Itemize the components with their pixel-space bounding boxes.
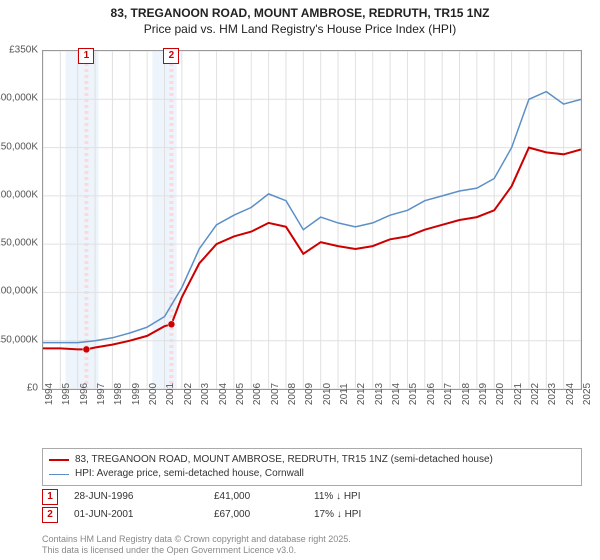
chart-title-line2: Price paid vs. HM Land Registry's House …	[0, 22, 600, 40]
y-tick-label: £250,000K	[0, 141, 38, 152]
x-tick-label: 2012	[356, 383, 367, 405]
plot-region	[42, 50, 582, 390]
annotations-table: 1 28-JUN-1996£41,00011% ↓ HPI 2 01-JUN-2001…	[42, 488, 582, 524]
x-tick-label: 2004	[218, 383, 229, 405]
legend-swatch	[49, 459, 69, 461]
annotation-marker: 2	[42, 507, 58, 523]
y-tick-label: £50,000K	[0, 334, 38, 345]
footer-line2: This data is licensed under the Open Gov…	[42, 545, 351, 556]
x-tick-label: 2017	[443, 383, 454, 405]
legend-label: 83, TREGANOON ROAD, MOUNT AMBROSE, REDRU…	[75, 453, 493, 467]
annotation-diff: 11% ↓ HPI	[314, 488, 361, 506]
x-tick-label: 2005	[235, 383, 246, 405]
annotation-price: £41,000	[214, 488, 314, 506]
x-tick-label: 2013	[374, 383, 385, 405]
footer: Contains HM Land Registry data © Crown c…	[42, 534, 351, 556]
x-tick-label: 2015	[408, 383, 419, 405]
annotation-marker: 1	[42, 489, 58, 505]
annotation-price: £67,000	[214, 506, 314, 524]
legend-row: HPI: Average price, semi-detached house,…	[49, 467, 575, 481]
x-tick-label: 1996	[79, 383, 90, 405]
x-tick-label: 2020	[495, 383, 506, 405]
x-tick-label: 2022	[530, 383, 541, 405]
x-tick-label: 2008	[287, 383, 298, 405]
x-tick-label: 2021	[513, 383, 524, 405]
x-tick-label: 2016	[426, 383, 437, 405]
x-tick-label: 2023	[547, 383, 558, 405]
x-tick-label: 1998	[113, 383, 124, 405]
x-tick-label: 2019	[478, 383, 489, 405]
legend-row: 83, TREGANOON ROAD, MOUNT AMBROSE, REDRU…	[49, 453, 575, 467]
chart-container: 83, TREGANOON ROAD, MOUNT AMBROSE, REDRU…	[0, 0, 600, 560]
x-tick-label: 1997	[96, 383, 107, 405]
annotation-row: 2 01-JUN-2001£67,00017% ↓ HPI	[42, 506, 582, 524]
x-tick-label: 2000	[148, 383, 159, 405]
x-tick-label: 2018	[461, 383, 472, 405]
y-tick-label: £350K	[9, 45, 38, 56]
x-tick-label: 2009	[304, 383, 315, 405]
x-tick-label: 2010	[322, 383, 333, 405]
x-tick-label: 1994	[44, 383, 55, 405]
x-tick-label: 2006	[252, 383, 263, 405]
y-tick-label: £150,000K	[0, 238, 38, 249]
x-tick-label: 2003	[200, 383, 211, 405]
annotation-date: 01-JUN-2001	[74, 506, 214, 524]
x-tick-label: 2024	[565, 383, 576, 405]
x-tick-label: 2007	[270, 383, 281, 405]
callout-marker: 2	[163, 48, 179, 64]
x-tick-label: 2002	[183, 383, 194, 405]
y-tick-label: £100,000K	[0, 286, 38, 297]
chart-area: £0£50,000K£100,000K£150,000K£200,000K£25…	[42, 50, 582, 410]
y-tick-label: £200,000K	[0, 189, 38, 200]
y-tick-label: £300,000K	[0, 93, 38, 104]
chart-title-line1: 83, TREGANOON ROAD, MOUNT AMBROSE, REDRU…	[0, 0, 600, 22]
x-tick-label: 1995	[61, 383, 72, 405]
callout-marker: 1	[78, 48, 94, 64]
x-tick-label: 1999	[131, 383, 142, 405]
x-tick-label: 2025	[582, 383, 593, 405]
annotation-row: 1 28-JUN-1996£41,00011% ↓ HPI	[42, 488, 582, 506]
x-tick-label: 2011	[339, 383, 350, 405]
legend: 83, TREGANOON ROAD, MOUNT AMBROSE, REDRU…	[42, 448, 582, 486]
y-tick-label: £0	[27, 383, 38, 394]
legend-label: HPI: Average price, semi-detached house,…	[75, 467, 304, 481]
x-tick-label: 2014	[391, 383, 402, 405]
annotation-diff: 17% ↓ HPI	[314, 506, 361, 524]
x-tick-label: 2001	[165, 383, 176, 405]
legend-swatch	[49, 474, 69, 475]
footer-line1: Contains HM Land Registry data © Crown c…	[42, 534, 351, 545]
annotation-date: 28-JUN-1996	[74, 488, 214, 506]
plot-svg	[43, 51, 581, 389]
